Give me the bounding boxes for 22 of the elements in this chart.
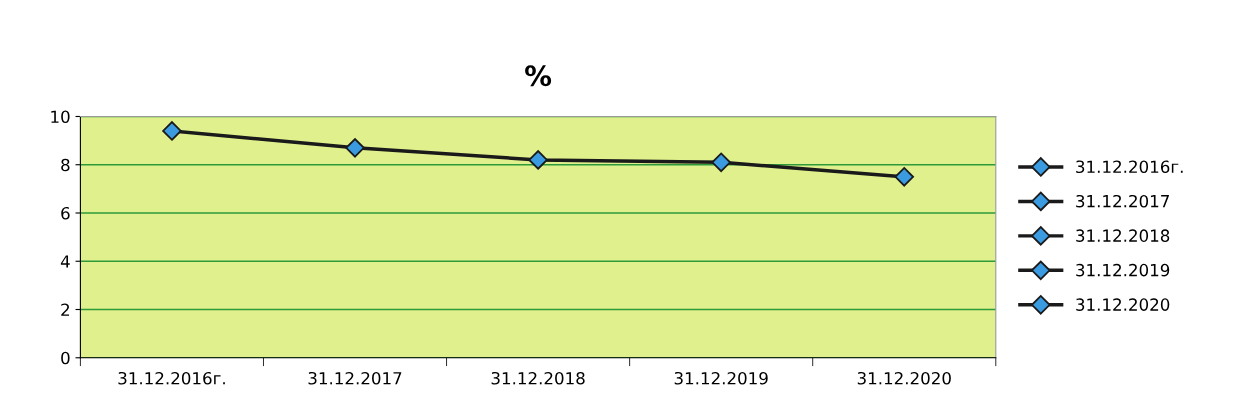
legend-label: 31.12.2018 xyxy=(1076,229,1170,242)
legend-label: 31.12.2019 xyxy=(1076,263,1170,277)
chart-title: % xyxy=(525,65,552,87)
y-tick-label: 6 xyxy=(61,206,70,220)
y-tick-label: 4 xyxy=(60,255,70,268)
legend-label: 31.12.2016г. xyxy=(1076,160,1183,174)
y-tick-label: 2 xyxy=(61,303,70,316)
point xyxy=(162,121,182,141)
x-tick-label: 31.12.2017 xyxy=(308,371,402,385)
y-tick-label: 0 xyxy=(61,351,70,365)
x-tick-label: 31.12.2018 xyxy=(491,371,585,385)
x-tick-label: 31.12.2016г. xyxy=(118,371,225,385)
x-tick-label: 31.12.2019 xyxy=(674,371,768,385)
point xyxy=(894,167,914,187)
point xyxy=(711,152,731,173)
legend-label: 31.12.2017 xyxy=(1076,194,1169,208)
point xyxy=(528,150,548,170)
x-tick-label: 31.12.2020 xyxy=(857,371,951,385)
point xyxy=(345,138,365,158)
y-tick-label: 10 xyxy=(51,110,70,124)
y-tick-label: 8 xyxy=(61,158,70,172)
legend-label: 31.12.2020 xyxy=(1076,298,1170,311)
